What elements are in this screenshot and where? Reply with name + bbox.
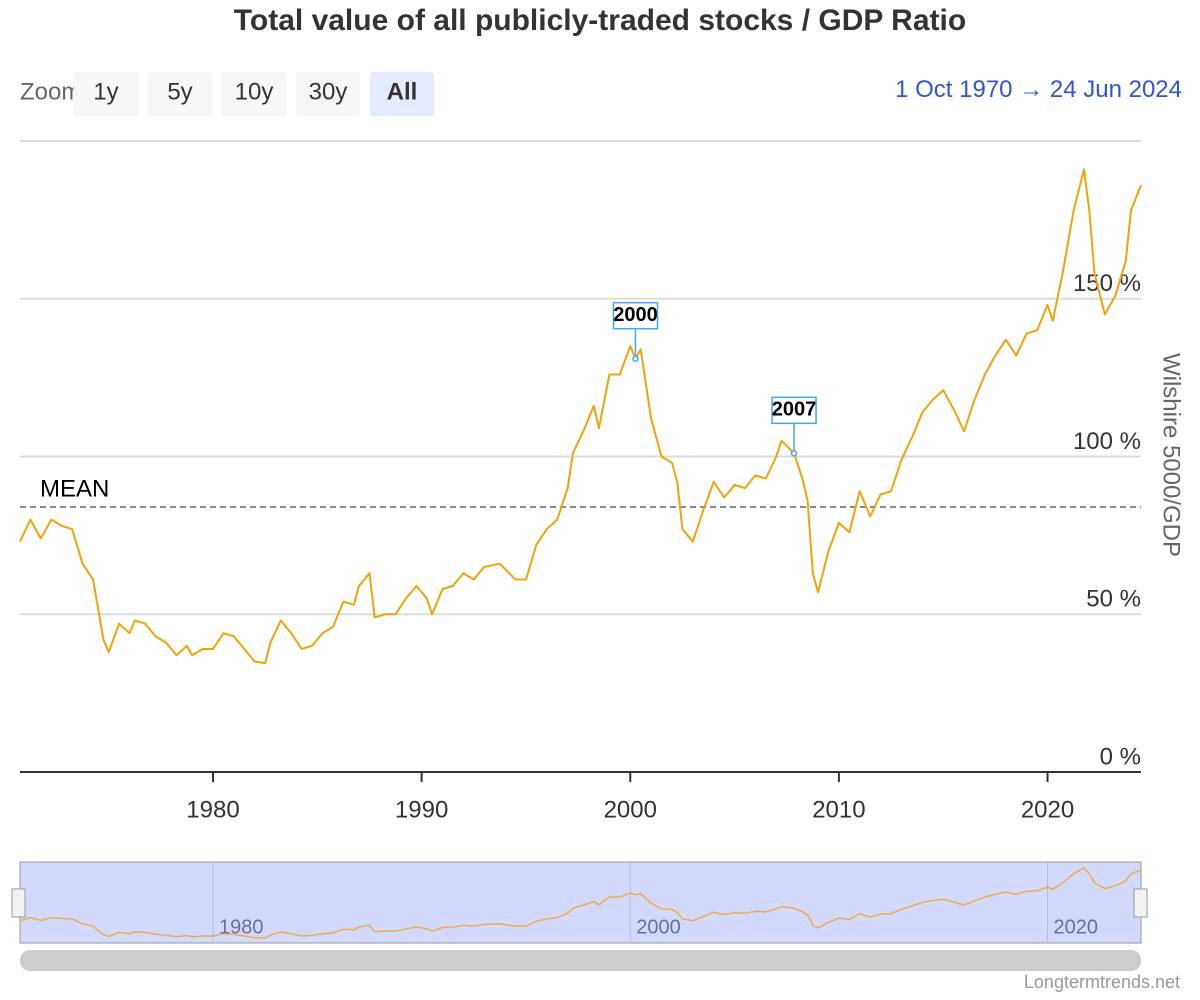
annotation-box	[612, 301, 659, 330]
navigator-mask	[19, 861, 1142, 944]
x-tick-label: 2020	[1021, 796, 1074, 823]
zoom-button-label[interactable]: 30y	[309, 78, 348, 105]
annotation-point	[790, 450, 798, 457]
zoom-button-label[interactable]: 10y	[235, 78, 274, 105]
annotation-label: 2000	[613, 304, 658, 326]
mean-label: MEAN	[40, 475, 109, 502]
annotation-label: 2007	[772, 399, 817, 421]
credit: Longtermtrends.net	[1024, 972, 1180, 992]
zoom-button[interactable]	[370, 72, 434, 116]
x-tick-label: 2010	[812, 796, 865, 823]
y-tick-label: 150 %	[1073, 270, 1141, 297]
zoom-button-label[interactable]: All	[387, 78, 418, 105]
range-end: 24 Jun 2024	[1050, 76, 1182, 103]
navigator-handle-left[interactable]	[11, 888, 26, 918]
y-axis-title: Wilshire 5000/GDP	[1158, 353, 1185, 557]
navigator-line	[19, 867, 1142, 939]
y-tick-label: 100 %	[1073, 428, 1141, 455]
annotation-box	[771, 396, 817, 425]
x-tick-label: 1980	[186, 796, 239, 823]
range-label: 1 Oct 1970 → 24 Jun 2024	[895, 76, 1182, 103]
x-tick-label: 1990	[395, 796, 448, 823]
range-start: 1 Oct 1970	[895, 76, 1012, 103]
chart-title: Total value of all publicly-traded stock…	[234, 4, 966, 37]
zoom-label: Zoom	[20, 78, 81, 105]
zoom-button-label[interactable]: 1y	[93, 78, 118, 105]
y-tick-label: 50 %	[1086, 586, 1141, 613]
zoom-button[interactable]	[148, 72, 212, 116]
zoom-button-label[interactable]: 5y	[167, 78, 192, 105]
range-separator: →	[1019, 76, 1043, 103]
scrollbar[interactable]	[20, 950, 1141, 971]
zoom-button[interactable]	[296, 72, 360, 116]
navigator-tick-label: 1980	[219, 916, 264, 938]
navigator-tick-label: 2000	[636, 916, 681, 938]
x-tick-label: 2000	[604, 796, 657, 823]
annotation-point	[632, 355, 639, 362]
y-tick-label: 0 %	[1100, 743, 1141, 770]
zoom-button[interactable]	[74, 72, 138, 116]
zoom-button[interactable]	[222, 72, 286, 116]
data-line	[19, 168, 1142, 665]
navigator-tick-label: 2020	[1054, 916, 1099, 938]
navigator-handle-right[interactable]	[1133, 888, 1148, 918]
